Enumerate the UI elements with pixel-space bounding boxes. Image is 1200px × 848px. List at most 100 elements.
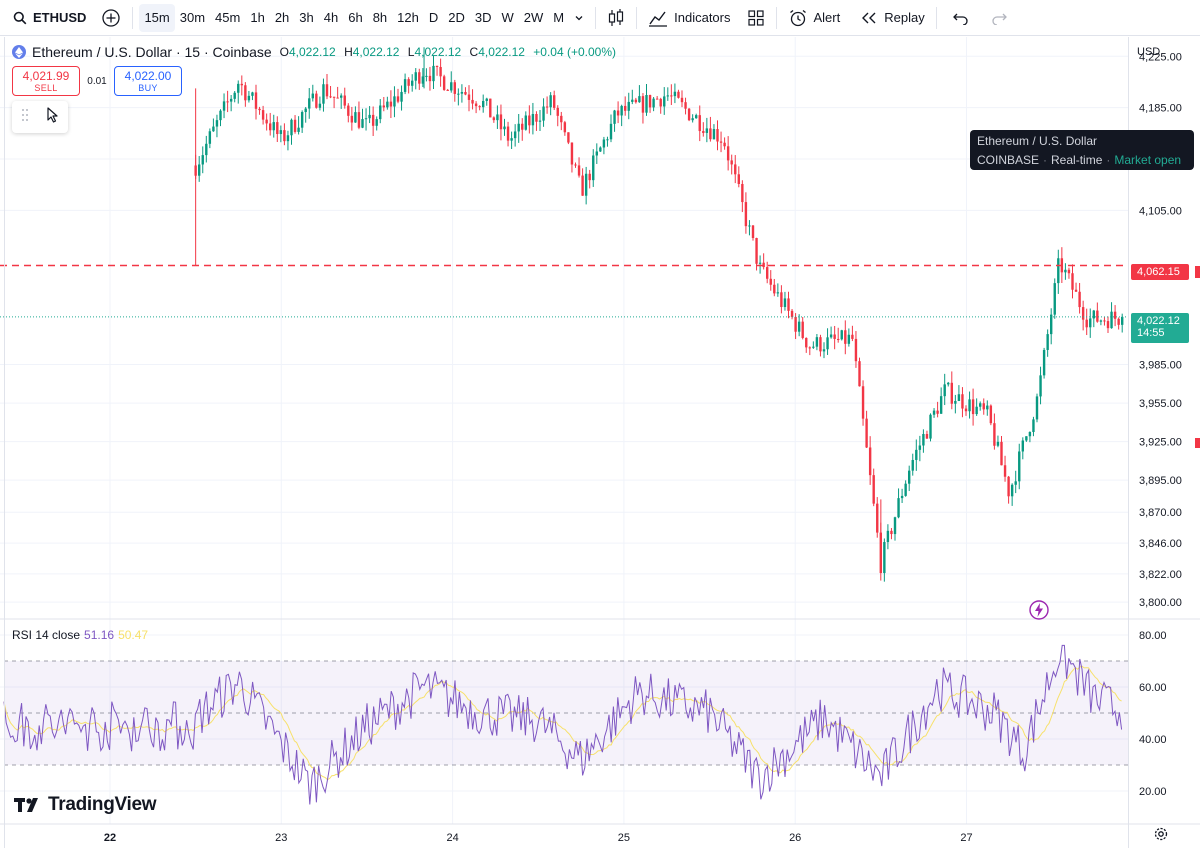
alert-button[interactable]: Alert (783, 4, 846, 32)
candle-body (886, 530, 890, 543)
price-tick-label: 3,822.00 (1139, 569, 1182, 581)
candle-body (542, 106, 545, 121)
interval-30m[interactable]: 30m (179, 10, 206, 25)
time-tick-label: 23 (275, 832, 287, 844)
candle-body (549, 95, 552, 108)
last-price-tag[interactable]: 4,022.12 14:55 (1131, 313, 1189, 343)
interval-4h[interactable]: 4h (323, 10, 339, 25)
symbol-title: Ethereum / U.S. Dollar · 15 · Coinbase (32, 44, 272, 60)
candle (283, 123, 286, 146)
interval-3d[interactable]: 3D (474, 10, 492, 25)
interval-2h[interactable]: 2h (274, 10, 290, 25)
candle (464, 87, 467, 96)
sell-button[interactable]: 4,021.99 SELL (12, 66, 80, 96)
candle (304, 106, 307, 123)
candle (428, 66, 432, 91)
intervals-dropdown-button[interactable] (569, 4, 589, 32)
candle-body (741, 183, 744, 203)
candle-body (648, 95, 652, 108)
low-key: L (407, 45, 415, 59)
candle-body (716, 129, 719, 142)
candle (872, 468, 875, 507)
candle-body (283, 130, 286, 142)
undo-button[interactable] (947, 4, 975, 32)
candle (425, 68, 428, 82)
candle-body (616, 110, 620, 116)
candle (680, 90, 684, 108)
candle-body (297, 127, 300, 132)
alert-price-label: 4,062.15 (1137, 266, 1180, 278)
candle (837, 327, 840, 343)
candle (322, 78, 325, 112)
candle (982, 398, 985, 415)
tradingview-logo[interactable]: TradingView (14, 794, 157, 816)
candle (840, 329, 843, 341)
candle (613, 109, 616, 132)
interval-6h[interactable]: 6h (348, 10, 363, 25)
chart-area[interactable]: 4,225.004,185.004,145.004,105.003,985.00… (0, 37, 1200, 848)
redo-button[interactable] (985, 4, 1013, 32)
tooltip-exchange: COINBASE (977, 153, 1040, 167)
candle-body (1085, 319, 1088, 328)
indicators-button[interactable]: Indicators (643, 4, 735, 32)
candle-body (808, 347, 811, 349)
high-key: H (344, 45, 353, 59)
drag-handle-icon[interactable] (21, 108, 29, 127)
interval-45m[interactable]: 45m (215, 10, 241, 25)
candle (254, 84, 258, 120)
quick-trade-bolt-icon[interactable] (1028, 599, 1050, 626)
candle-body (325, 84, 329, 97)
candle (929, 413, 932, 442)
candle-body (592, 155, 595, 181)
chart-type-button[interactable] (602, 4, 630, 32)
candle (450, 71, 453, 93)
candle-body (1078, 291, 1081, 308)
candle-body (986, 405, 989, 410)
candle-body (407, 79, 410, 86)
interval-12h[interactable]: 12h (397, 10, 419, 25)
cursor-arrow-icon[interactable] (46, 106, 60, 128)
candle-body (240, 83, 243, 86)
buy-label: BUY (138, 82, 158, 93)
candle-body (712, 129, 716, 140)
candle (773, 278, 776, 297)
interval-2w[interactable]: 2W (523, 10, 544, 25)
replay-button[interactable]: Replay (855, 4, 929, 32)
interval-d[interactable]: D (428, 10, 439, 25)
interval-15m[interactable]: 15m (139, 3, 175, 32)
layouts-button[interactable] (742, 4, 770, 32)
symbol-search-button[interactable]: ETHUSD (8, 4, 96, 32)
chart-settings-gear-icon[interactable] (1154, 827, 1168, 846)
candle (702, 122, 705, 137)
candle-body (226, 101, 229, 103)
candle (677, 89, 680, 99)
candle-body (705, 128, 709, 133)
currency-selector[interactable]: USD (1132, 42, 1190, 62)
symbol-legend[interactable]: Ethereum / U.S. Dollar · 15 · Coinbase O… (12, 44, 621, 60)
candle (1106, 316, 1110, 333)
buy-button[interactable]: 4,022.00 BUY (114, 66, 182, 96)
candle-body (595, 151, 598, 156)
rsi-legend[interactable]: RSI 14 close 51.16 50.47 (12, 628, 148, 642)
candle (1117, 317, 1120, 330)
interval-m[interactable]: M (553, 10, 565, 25)
interval-3h[interactable]: 3h (299, 10, 314, 25)
candle-body (602, 139, 606, 148)
candle-body (492, 117, 496, 121)
alert-price-tag[interactable]: 4,062.15 (1131, 264, 1189, 280)
candle-body (574, 164, 577, 166)
compare-symbol-button[interactable] (96, 4, 126, 32)
interval-8h[interactable]: 8h (372, 10, 388, 25)
trade-panel: 4,021.99 SELL 0.01 4,022.00 BUY (12, 66, 182, 96)
interval-2d[interactable]: 2D (448, 10, 465, 25)
candle (279, 125, 283, 143)
candle-body (261, 110, 265, 120)
chart-canvas[interactable]: 4,225.004,185.004,145.004,105.003,985.00… (0, 37, 1200, 848)
candle (939, 387, 943, 414)
candle (567, 132, 570, 145)
candle (364, 108, 368, 131)
interval-1h[interactable]: 1h (250, 10, 265, 25)
interval-w[interactable]: W (501, 10, 514, 25)
candle-body (691, 118, 694, 121)
candle (215, 114, 219, 138)
